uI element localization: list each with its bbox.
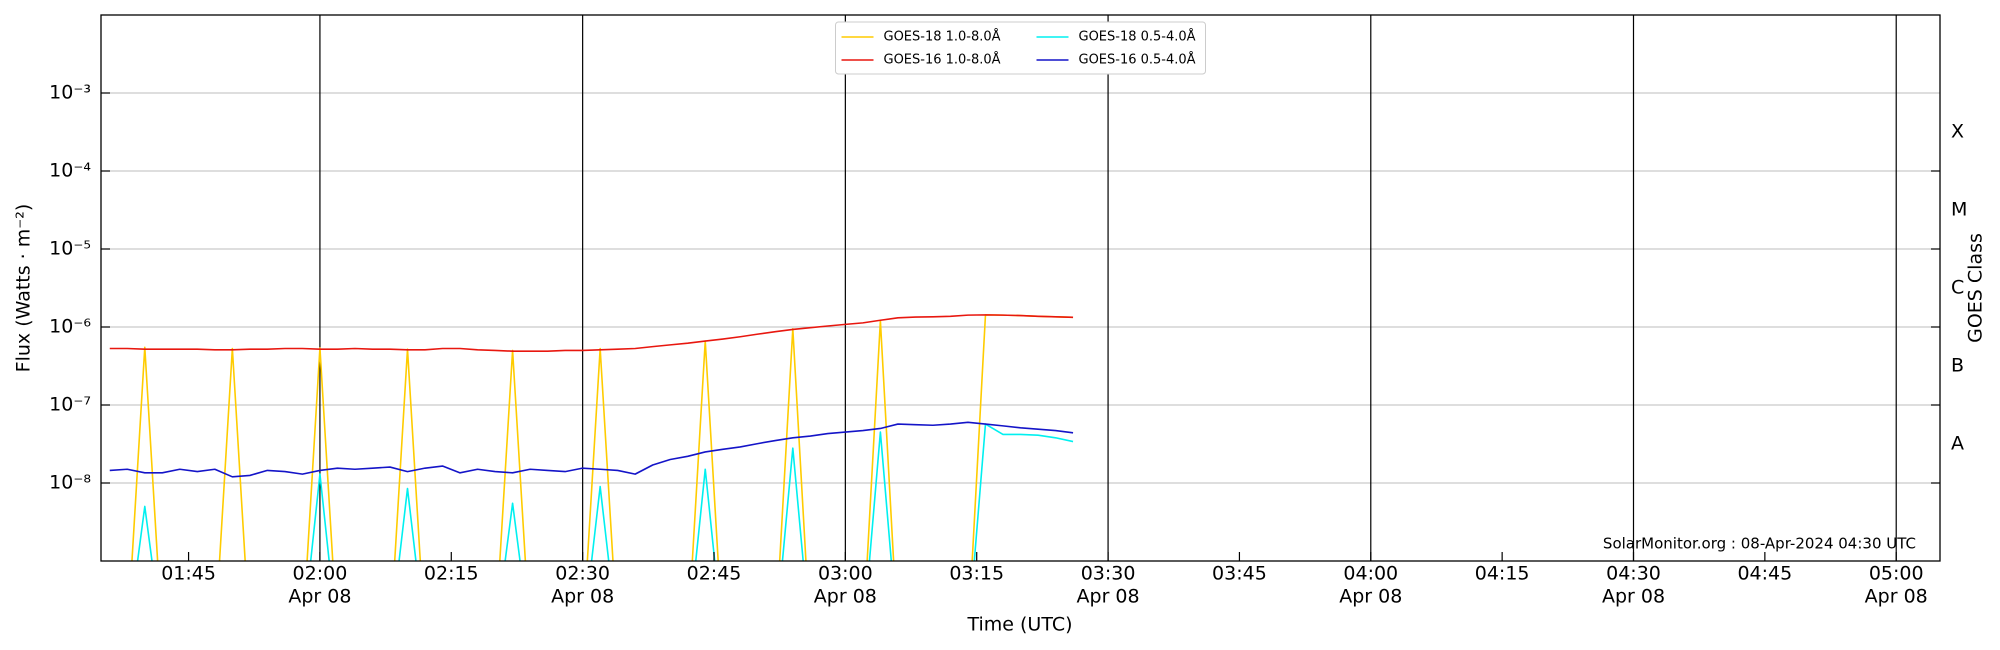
x-tick-date: Apr 08 <box>551 586 614 608</box>
y-tick-label: 10⁻⁷ <box>49 394 91 416</box>
x-tick-label: 04:15 <box>1475 563 1530 585</box>
grid <box>101 15 1940 561</box>
y-tick-label: 10⁻³ <box>49 82 91 104</box>
x-tick-label: 03:45 <box>1212 563 1267 585</box>
x-tick-label: 03:00 <box>818 563 873 585</box>
x-tick-date: Apr 08 <box>288 586 351 608</box>
plot-area <box>109 314 1074 561</box>
annotation: SolarMonitor.org : 08-Apr-2024 04:30 UTC <box>1603 535 1916 553</box>
y-tick-label: 10⁻⁶ <box>49 316 91 338</box>
x-axis-label: Time (UTC) <box>966 614 1072 636</box>
y-tick-label: 10⁻⁸ <box>49 472 91 494</box>
x-tick-date: Apr 08 <box>814 586 877 608</box>
x-tick-label: 05:00 <box>1869 563 1924 585</box>
x-tick-date: Apr 08 <box>1077 586 1140 608</box>
y2-tick-label: C <box>1951 277 1964 299</box>
y2-axis-label: GOES Class <box>1965 233 1987 343</box>
x-tick-date: Apr 08 <box>1339 586 1402 608</box>
series-line <box>109 314 1074 352</box>
x-tick-date: Apr 08 <box>1865 586 1928 608</box>
y2-tick-label: X <box>1951 121 1964 143</box>
series-line <box>131 314 1074 561</box>
x-tick-label: 01:45 <box>161 563 216 585</box>
x-tick-label: 02:45 <box>687 563 742 585</box>
plot-frame <box>100 14 1941 562</box>
x-tick-label: 02:00 <box>293 563 348 585</box>
x-tick-label: 04:45 <box>1737 563 1792 585</box>
y2-tick-label: M <box>1951 199 1967 221</box>
x-tick-label: 03:15 <box>949 563 1004 585</box>
x-tick-date: Apr 08 <box>1602 586 1665 608</box>
legend-label: GOES-18 0.5-4.0Å <box>1079 29 1196 45</box>
x-tick-label: 03:30 <box>1081 563 1136 585</box>
x-tick-label: 02:30 <box>555 563 610 585</box>
legend-label: GOES-16 0.5-4.0Å <box>1079 52 1196 68</box>
y-tick-label: 10⁻⁵ <box>49 238 91 260</box>
x-tick-label: 04:30 <box>1606 563 1661 585</box>
x-tick-label: 04:00 <box>1343 563 1398 585</box>
legend-label: GOES-18 1.0-8.0Å <box>884 29 1001 45</box>
legend-label: GOES-16 1.0-8.0Å <box>884 52 1001 68</box>
y2-tick-label: B <box>1951 355 1964 377</box>
axes: 10⁻⁸ 10⁻⁷ 10⁻⁶ 10⁻⁵ 10⁻⁴ 10⁻³ A B C M X 01:45 Apr 08… <box>49 82 1967 608</box>
x-tick-label: 02:15 <box>424 563 479 585</box>
legend-box <box>835 21 1206 75</box>
y-axis-label: Flux (Watts · m⁻²) <box>13 204 35 373</box>
legend: GOES-18 1.0-8.0Å GOES-16 1.0-8.0Å GOES-18 … <box>835 21 1206 75</box>
y2-tick-label: A <box>1951 433 1964 455</box>
series-line <box>109 421 1074 478</box>
y-tick-label: 10⁻⁴ <box>49 160 91 182</box>
